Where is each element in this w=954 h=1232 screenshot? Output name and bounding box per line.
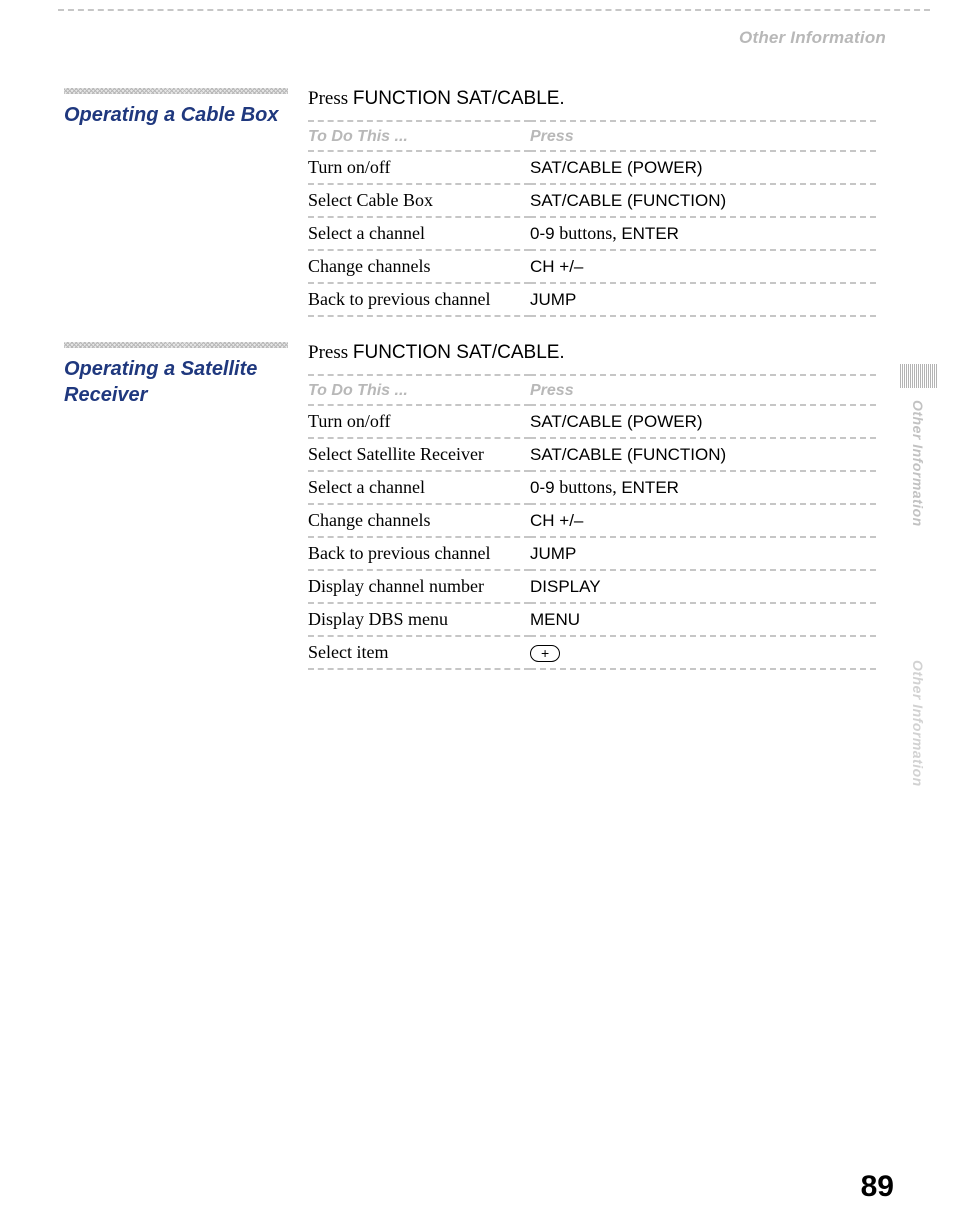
cell-press-part: 0-9 bbox=[530, 224, 559, 243]
cell-press: MENU bbox=[530, 603, 876, 636]
cell-press: SAT/CABLE (FUNCTION) bbox=[530, 184, 876, 217]
col-header-press: Press bbox=[530, 121, 876, 151]
top-rule bbox=[58, 9, 930, 11]
cell-action: Turn on/off bbox=[308, 405, 530, 438]
table-row: Back to previous channel JUMP bbox=[308, 537, 876, 570]
cell-action: Select Satellite Receiver bbox=[308, 438, 530, 471]
section-heading-block: Operating a Cable Box bbox=[64, 88, 292, 128]
cell-action: Select item bbox=[308, 636, 530, 669]
cell-action: Select a channel bbox=[308, 217, 530, 250]
cell-press: 0-9 buttons, ENTER bbox=[530, 217, 876, 250]
cell-action: Back to previous channel bbox=[308, 537, 530, 570]
table-row: Display channel number DISPLAY bbox=[308, 570, 876, 603]
col-header-action: To Do This ... bbox=[308, 375, 530, 405]
cell-action: Select a channel bbox=[308, 471, 530, 504]
instruction-prefix: Press bbox=[308, 88, 353, 109]
cell-action: Change channels bbox=[308, 504, 530, 537]
cell-action: Back to previous channel bbox=[308, 283, 530, 316]
operations-table: To Do This ... Press Turn on/off SAT/CAB… bbox=[308, 120, 876, 317]
instruction-line: Press FUNCTION SAT/CABLE. bbox=[308, 342, 876, 364]
cell-action: Display channel number bbox=[308, 570, 530, 603]
cell-press: CH +/– bbox=[530, 250, 876, 283]
cell-press: SAT/CABLE (POWER) bbox=[530, 151, 876, 184]
table-header-row: To Do This ... Press bbox=[308, 121, 876, 151]
cell-press-part: ENTER bbox=[621, 224, 679, 243]
heading-rule bbox=[64, 342, 288, 348]
cell-action: Display DBS menu bbox=[308, 603, 530, 636]
cell-press-part: ENTER bbox=[621, 478, 679, 497]
remote-button-icon: + bbox=[530, 645, 560, 662]
table-row: Turn on/off SAT/CABLE (POWER) bbox=[308, 151, 876, 184]
page-number: 89 bbox=[861, 1170, 894, 1204]
table-row: Select a channel 0-9 buttons, ENTER bbox=[308, 217, 876, 250]
table-row: Change channels CH +/– bbox=[308, 504, 876, 537]
section-heading: Operating a Satellite Receiver bbox=[64, 356, 292, 408]
thumb-index-label-1: Other Information bbox=[910, 400, 926, 527]
section-body: Press FUNCTION SAT/CABLE. To Do This ...… bbox=[308, 88, 876, 317]
cell-press-part: 0-9 bbox=[530, 478, 559, 497]
operations-table: To Do This ... Press Turn on/off SAT/CAB… bbox=[308, 374, 876, 670]
header-section-label: Other Information bbox=[739, 28, 886, 48]
table-header-row: To Do This ... Press bbox=[308, 375, 876, 405]
cell-action: Change channels bbox=[308, 250, 530, 283]
page-root: Other Information Other Information Othe… bbox=[0, 0, 954, 1232]
table-row: Back to previous channel JUMP bbox=[308, 283, 876, 316]
cell-press: DISPLAY bbox=[530, 570, 876, 603]
cell-press: SAT/CABLE (POWER) bbox=[530, 405, 876, 438]
section-heading-block: Operating a Satellite Receiver bbox=[64, 342, 292, 408]
col-header-action: To Do This ... bbox=[308, 121, 530, 151]
thumb-index-marker bbox=[900, 364, 938, 388]
instruction-command: FUNCTION SAT/CABLE. bbox=[353, 342, 565, 363]
table-row: Turn on/off SAT/CABLE (POWER) bbox=[308, 405, 876, 438]
cell-press: SAT/CABLE (FUNCTION) bbox=[530, 438, 876, 471]
instruction-command: FUNCTION SAT/CABLE. bbox=[353, 88, 565, 109]
cell-press: JUMP bbox=[530, 283, 876, 316]
instruction-prefix: Press bbox=[308, 342, 353, 363]
cell-press: 0-9 buttons, ENTER bbox=[530, 471, 876, 504]
table-row: Select item + bbox=[308, 636, 876, 669]
cell-action: Turn on/off bbox=[308, 151, 530, 184]
table-row: Select Cable Box SAT/CABLE (FUNCTION) bbox=[308, 184, 876, 217]
table-row: Display DBS menu MENU bbox=[308, 603, 876, 636]
cell-press-part: buttons, bbox=[559, 477, 621, 497]
table-row: Change channels CH +/– bbox=[308, 250, 876, 283]
cell-press: CH +/– bbox=[530, 504, 876, 537]
table-row: Select Satellite Receiver SAT/CABLE (FUN… bbox=[308, 438, 876, 471]
thumb-index-label-2: Other Information bbox=[910, 660, 926, 787]
col-header-press: Press bbox=[530, 375, 876, 405]
cell-action: Select Cable Box bbox=[308, 184, 530, 217]
table-row: Select a channel 0-9 buttons, ENTER bbox=[308, 471, 876, 504]
cell-press: JUMP bbox=[530, 537, 876, 570]
section-heading: Operating a Cable Box bbox=[64, 102, 292, 128]
heading-rule bbox=[64, 88, 288, 94]
section-body: Press FUNCTION SAT/CABLE. To Do This ...… bbox=[308, 342, 876, 670]
cell-press-part: buttons, bbox=[559, 223, 621, 243]
cell-press: + bbox=[530, 636, 876, 669]
instruction-line: Press FUNCTION SAT/CABLE. bbox=[308, 88, 876, 110]
